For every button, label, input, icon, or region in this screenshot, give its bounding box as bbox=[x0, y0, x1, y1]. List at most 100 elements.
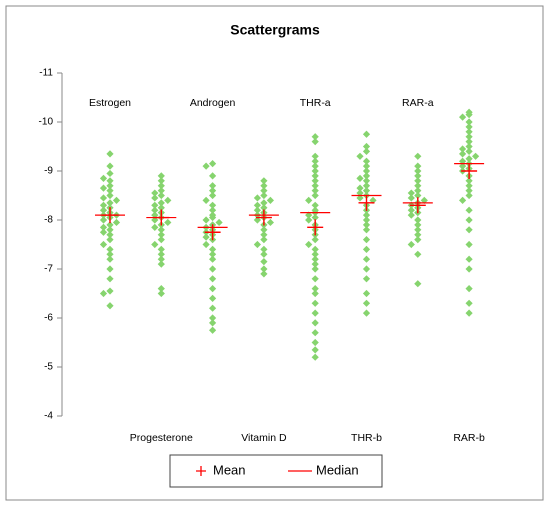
data-point bbox=[157, 177, 165, 185]
data-point bbox=[414, 226, 422, 234]
data-point bbox=[311, 245, 319, 253]
data-point bbox=[362, 236, 371, 244]
data-point bbox=[99, 223, 108, 231]
data-point bbox=[209, 275, 217, 283]
data-point bbox=[151, 223, 159, 231]
data-point bbox=[157, 226, 165, 234]
data-point bbox=[151, 240, 159, 249]
data-point bbox=[253, 216, 261, 224]
data-point bbox=[311, 299, 319, 307]
category-label: RAR-b bbox=[453, 432, 485, 444]
y-tick-label: -4 bbox=[44, 411, 53, 422]
data-point bbox=[414, 152, 422, 160]
data-point bbox=[202, 216, 210, 224]
data-point bbox=[209, 326, 217, 334]
data-point bbox=[311, 187, 319, 195]
data-point bbox=[260, 204, 268, 212]
data-point bbox=[157, 199, 165, 207]
data-point bbox=[311, 162, 319, 170]
data-point bbox=[414, 172, 422, 180]
data-point bbox=[311, 157, 319, 165]
data-point bbox=[362, 211, 371, 219]
data-point bbox=[157, 191, 165, 200]
mean-marker bbox=[307, 219, 324, 236]
data-point bbox=[311, 346, 319, 354]
data-point bbox=[99, 201, 108, 209]
data-point bbox=[311, 338, 319, 347]
data-point bbox=[157, 285, 165, 293]
data-point bbox=[106, 302, 114, 310]
data-point bbox=[311, 353, 319, 361]
data-point bbox=[157, 182, 165, 190]
data-point bbox=[164, 196, 172, 204]
data-point bbox=[260, 258, 268, 266]
data-point bbox=[362, 221, 371, 229]
data-point bbox=[465, 118, 473, 126]
data-point bbox=[459, 162, 467, 170]
data-point bbox=[465, 226, 473, 234]
data-point bbox=[465, 265, 473, 273]
data-point bbox=[106, 265, 114, 273]
data-point bbox=[311, 177, 319, 185]
data-point bbox=[465, 123, 473, 131]
data-point bbox=[209, 191, 217, 200]
data-point bbox=[266, 196, 274, 204]
data-point bbox=[472, 152, 480, 160]
data-point bbox=[157, 187, 165, 195]
data-point bbox=[459, 157, 467, 165]
data-point bbox=[465, 177, 473, 185]
data-point bbox=[362, 187, 371, 195]
chart-border bbox=[5, 5, 544, 501]
data-point bbox=[414, 177, 422, 185]
data-point bbox=[260, 270, 268, 278]
data-point bbox=[465, 128, 473, 136]
data-point bbox=[311, 201, 319, 209]
data-point bbox=[99, 194, 108, 202]
data-point bbox=[209, 319, 217, 327]
data-point bbox=[106, 245, 114, 253]
legend-label: Mean bbox=[213, 462, 246, 477]
data-point bbox=[260, 250, 268, 258]
data-point bbox=[414, 231, 422, 239]
data-point bbox=[311, 138, 319, 146]
data-point bbox=[362, 216, 371, 224]
data-point bbox=[465, 206, 473, 214]
data-point bbox=[414, 187, 422, 195]
data-point bbox=[362, 289, 371, 298]
data-point bbox=[407, 206, 415, 214]
data-point bbox=[311, 213, 319, 222]
data-point bbox=[311, 255, 319, 263]
data-point bbox=[260, 236, 268, 244]
data-point bbox=[414, 236, 422, 244]
data-point bbox=[311, 172, 319, 180]
data-point bbox=[99, 240, 108, 249]
data-point bbox=[465, 309, 473, 317]
data-point bbox=[106, 191, 114, 200]
data-point bbox=[465, 299, 473, 307]
data-point bbox=[305, 216, 313, 224]
data-point bbox=[106, 231, 114, 239]
data-point bbox=[356, 194, 364, 202]
data-point bbox=[362, 147, 371, 155]
category-label: RAR-a bbox=[402, 97, 434, 109]
data-point bbox=[106, 255, 114, 263]
data-point bbox=[157, 289, 165, 298]
data-point bbox=[362, 275, 371, 283]
data-point bbox=[311, 236, 319, 244]
data-point bbox=[305, 240, 313, 249]
data-point bbox=[465, 285, 473, 293]
data-point bbox=[253, 201, 261, 209]
data-point bbox=[112, 196, 121, 204]
data-point bbox=[157, 172, 165, 180]
data-point bbox=[209, 294, 217, 302]
mean-marker bbox=[102, 207, 118, 224]
data-point bbox=[164, 218, 172, 227]
data-point bbox=[260, 177, 268, 185]
data-point bbox=[356, 189, 364, 197]
mean-marker bbox=[153, 209, 170, 226]
data-point bbox=[356, 184, 364, 192]
data-point bbox=[311, 275, 319, 283]
data-point bbox=[151, 206, 159, 214]
data-point bbox=[106, 287, 114, 295]
y-tick-label: -11 bbox=[39, 68, 53, 79]
